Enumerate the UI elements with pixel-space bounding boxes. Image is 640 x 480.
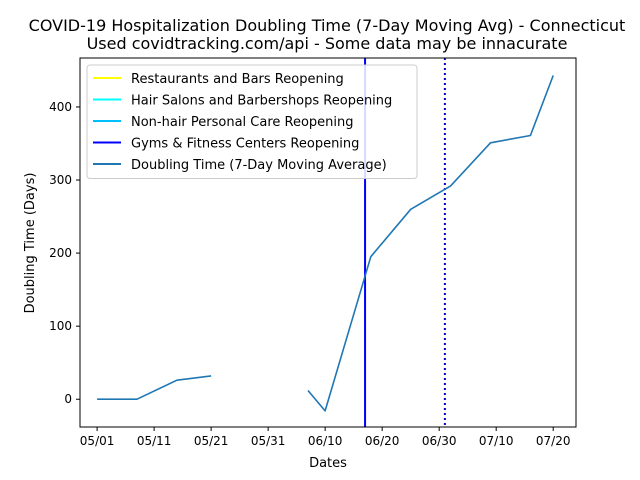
y-tick-label: 200 xyxy=(49,246,72,260)
x-tick-label: 06/10 xyxy=(308,434,343,448)
plot-area xyxy=(79,57,577,428)
legend: Restaurants and Bars Reopening Hair Salon… xyxy=(86,64,418,179)
x-tick-label: 05/01 xyxy=(80,434,115,448)
y-tick-label: 400 xyxy=(49,100,72,114)
chart-title: COVID-19 Hospitalization Doubling Time (… xyxy=(29,16,626,35)
legend-entry-label: Non-hair Personal Care Reopening xyxy=(131,115,354,130)
x-tick-label: 05/21 xyxy=(194,434,229,448)
series-line-segment-1 xyxy=(307,75,554,412)
y-tick-label: 0 xyxy=(64,392,72,406)
axis-ticks: 05/01 05/11 05/21 05/31 06/10 06/20 06/30 07/10… xyxy=(49,100,570,448)
x-tick-label: 07/10 xyxy=(479,434,514,448)
legend-entry-label: Doubling Time (7-Day Moving Average) xyxy=(131,158,387,173)
axes-frame xyxy=(79,57,577,428)
x-tick-label: 05/31 xyxy=(251,434,286,448)
legend-box xyxy=(86,64,418,179)
legend-entry-label: Restaurants and Bars Reopening xyxy=(131,72,344,87)
x-tick-label: 07/20 xyxy=(536,434,571,448)
x-tick-label: 06/20 xyxy=(365,434,400,448)
y-tick-label: 300 xyxy=(49,173,72,187)
x-axis-label: Dates xyxy=(309,456,347,471)
x-tick-label: 05/11 xyxy=(137,434,172,448)
x-tick-label: 06/30 xyxy=(422,434,457,448)
legend-entry-label: Gyms & Fitness Centers Reopening xyxy=(131,137,359,152)
legend-entry-label: Hair Salons and Barbershops Reopening xyxy=(131,94,392,109)
y-tick-label: 100 xyxy=(49,319,72,333)
chart-subtitle: Used covidtracking.com/api - Some data m… xyxy=(87,34,568,53)
y-axis-label: Doubling Time (Days) xyxy=(23,173,38,314)
series-line-segment-0 xyxy=(97,375,212,401)
